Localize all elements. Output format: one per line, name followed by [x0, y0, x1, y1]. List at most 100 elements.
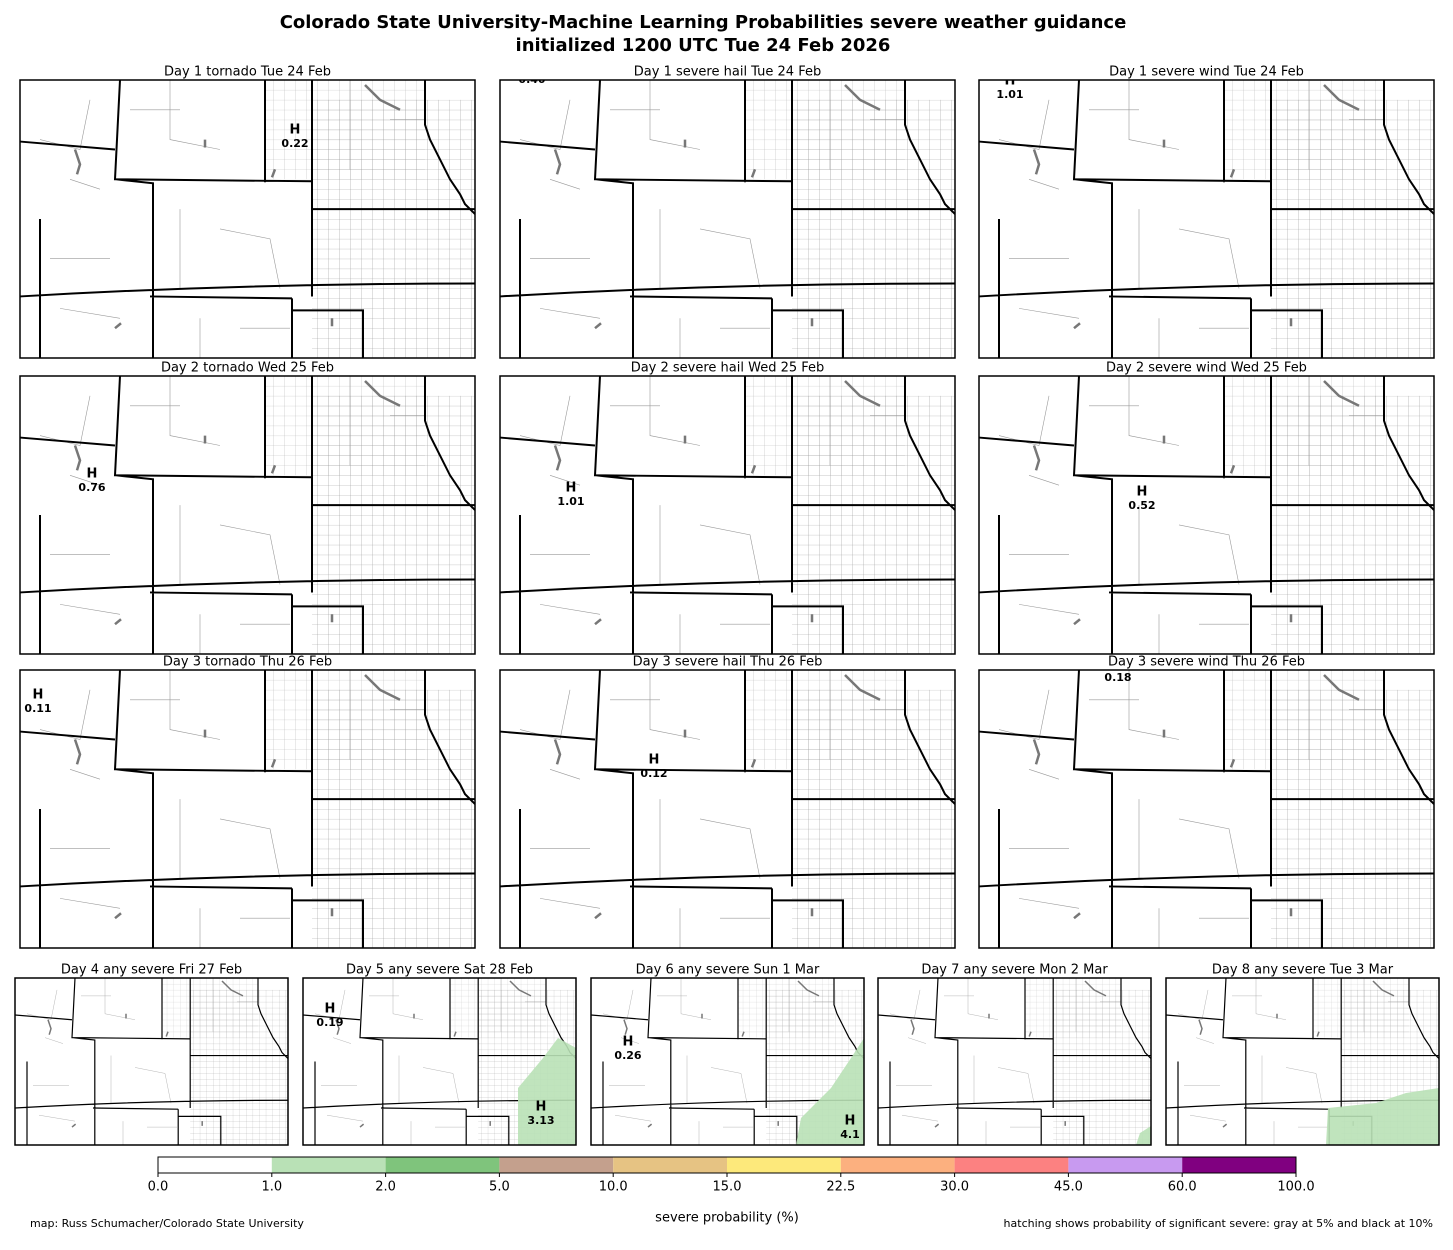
- high-value: 0.12: [640, 767, 667, 780]
- panel-frame: [499, 79, 956, 359]
- panel-title: Day 2 severe hail Wed 25 Feb: [631, 361, 825, 376]
- map-panel: H0.22: [20, 80, 475, 358]
- panel-title: Day 8 any severe Tue 3 Mar: [1212, 963, 1394, 978]
- colorbar-segment: [1182, 1157, 1296, 1173]
- map-panel: H0.12: [500, 670, 955, 948]
- probability-area: [1326, 1088, 1439, 1145]
- probability-area: [1136, 1126, 1151, 1145]
- high-marker: H: [649, 753, 660, 768]
- panel-frame: [19, 79, 476, 359]
- panel-frame: [978, 79, 1435, 359]
- colorbar-tick-label: 5.0: [489, 1180, 510, 1195]
- title: Colorado State University-Machine Learni…: [280, 12, 1127, 33]
- panel-frame: [19, 375, 476, 655]
- panel-frame: [19, 669, 476, 949]
- colorbar-tick-label: 60.0: [1168, 1180, 1197, 1195]
- panel-title: Day 7 any severe Mon 2 Mar: [921, 963, 1108, 978]
- high-marker: H: [536, 1100, 547, 1115]
- high-marker: H: [325, 1002, 336, 1017]
- footer-left: map: Russ Schumacher/Colorado State Univ…: [30, 1217, 304, 1230]
- map-panel: H0.76: [20, 376, 475, 654]
- panel-title: Day 5 any severe Sat 28 Feb: [346, 963, 533, 978]
- map-panel: [878, 978, 1151, 1145]
- subtitle: initialized 1200 UTC Tue 24 Feb 2026: [516, 35, 891, 56]
- state-map: [979, 670, 1434, 948]
- state-map: [500, 80, 955, 358]
- map-panel: [1166, 978, 1439, 1145]
- colorbar-tick-label: 15.0: [713, 1180, 742, 1195]
- panel-title: Day 6 any severe Sun 1 Mar: [636, 963, 820, 978]
- map-panel: 0.18: [979, 670, 1434, 948]
- colorbar-segment: [271, 1157, 386, 1173]
- panel-frame: [590, 977, 865, 1146]
- high-value: 1.01: [996, 88, 1023, 101]
- high-value: 0.18: [1104, 671, 1131, 684]
- colorbar-segment: [613, 1157, 727, 1173]
- panel-frame: [499, 669, 956, 949]
- panel-title: Day 3 severe hail Thu 26 Feb: [633, 655, 823, 670]
- footer-right: hatching shows probability of significan…: [1004, 1217, 1433, 1230]
- colorbar-segment: [385, 1157, 500, 1173]
- colorbar-tick-label: 10.0: [599, 1180, 628, 1195]
- high-marker: H: [1005, 74, 1016, 89]
- state-map: [500, 376, 955, 654]
- state-map: [500, 670, 955, 948]
- high-value: 4.1: [840, 1128, 860, 1141]
- high-marker: H: [566, 481, 577, 496]
- state-map: [20, 80, 475, 358]
- state-map: [20, 376, 475, 654]
- high-marker: H: [845, 1114, 856, 1129]
- panel-title: Day 3 tornado Thu 26 Feb: [163, 655, 332, 670]
- high-value: 1.01: [557, 495, 584, 508]
- panel-frame: [978, 669, 1435, 949]
- colorbar-tick-label: 2.0: [375, 1180, 396, 1195]
- high-value: 0.22: [281, 137, 308, 150]
- colorbar-tick-label: 100.0: [1277, 1180, 1314, 1195]
- state-map: [878, 978, 1151, 1145]
- high-value: 0.52: [1128, 499, 1155, 512]
- panel-frame: [499, 375, 956, 655]
- colorbar-segment: [727, 1157, 841, 1173]
- high-value: 0.19: [316, 1016, 343, 1029]
- high-value: 0.26: [614, 1049, 641, 1062]
- colorbar-tick-label: 30.0: [940, 1180, 969, 1195]
- high-marker: H: [1137, 485, 1148, 500]
- panel-title: Day 1 tornado Tue 24 Feb: [164, 65, 331, 80]
- panel-frame: [978, 375, 1435, 655]
- high-value: 3.13: [527, 1114, 554, 1127]
- colorbar-segment: [840, 1157, 955, 1173]
- state-map: [20, 670, 475, 948]
- colorbar-segment: [158, 1157, 272, 1173]
- high-marker: H: [290, 123, 301, 138]
- probability-area: [796, 1038, 864, 1145]
- probability-area: [518, 1038, 576, 1145]
- colorbar-tick-label: 22.5: [826, 1180, 855, 1195]
- panel-title: Day 2 tornado Wed 25 Feb: [161, 361, 334, 376]
- panel-frame: [302, 977, 577, 1146]
- high-marker: H: [33, 688, 44, 703]
- high-value: 0.11: [24, 702, 51, 715]
- colorbar-segment: [954, 1157, 1069, 1173]
- panel-frame: [14, 977, 289, 1146]
- map-panel: H0.11: [20, 670, 475, 948]
- map-panel: [15, 978, 288, 1145]
- panel-title: Day 3 severe wind Thu 26 Feb: [1108, 655, 1305, 670]
- panel-title: Day 1 severe hail Tue 24 Feb: [634, 65, 821, 80]
- panel-title: Day 2 severe wind Wed 25 Feb: [1106, 361, 1307, 376]
- high-marker: H: [87, 467, 98, 482]
- panel-frame: [1165, 977, 1440, 1146]
- high-marker: H: [623, 1035, 634, 1050]
- colorbar-tick-label: 45.0: [1054, 1180, 1083, 1195]
- state-map: [15, 978, 288, 1145]
- high-value: 0.40: [518, 73, 545, 86]
- panel-title: Day 4 any severe Fri 27 Feb: [61, 963, 242, 978]
- colorbar-label: severe probability (%): [655, 1211, 799, 1226]
- map-panel: H1.01: [979, 74, 1434, 358]
- map-panel: H0.52: [979, 376, 1434, 654]
- colorbar-segment: [1068, 1157, 1183, 1173]
- colorbar-segment: [499, 1157, 614, 1173]
- high-value: 0.76: [78, 481, 105, 494]
- colorbar-tick-label: 1.0: [261, 1180, 282, 1195]
